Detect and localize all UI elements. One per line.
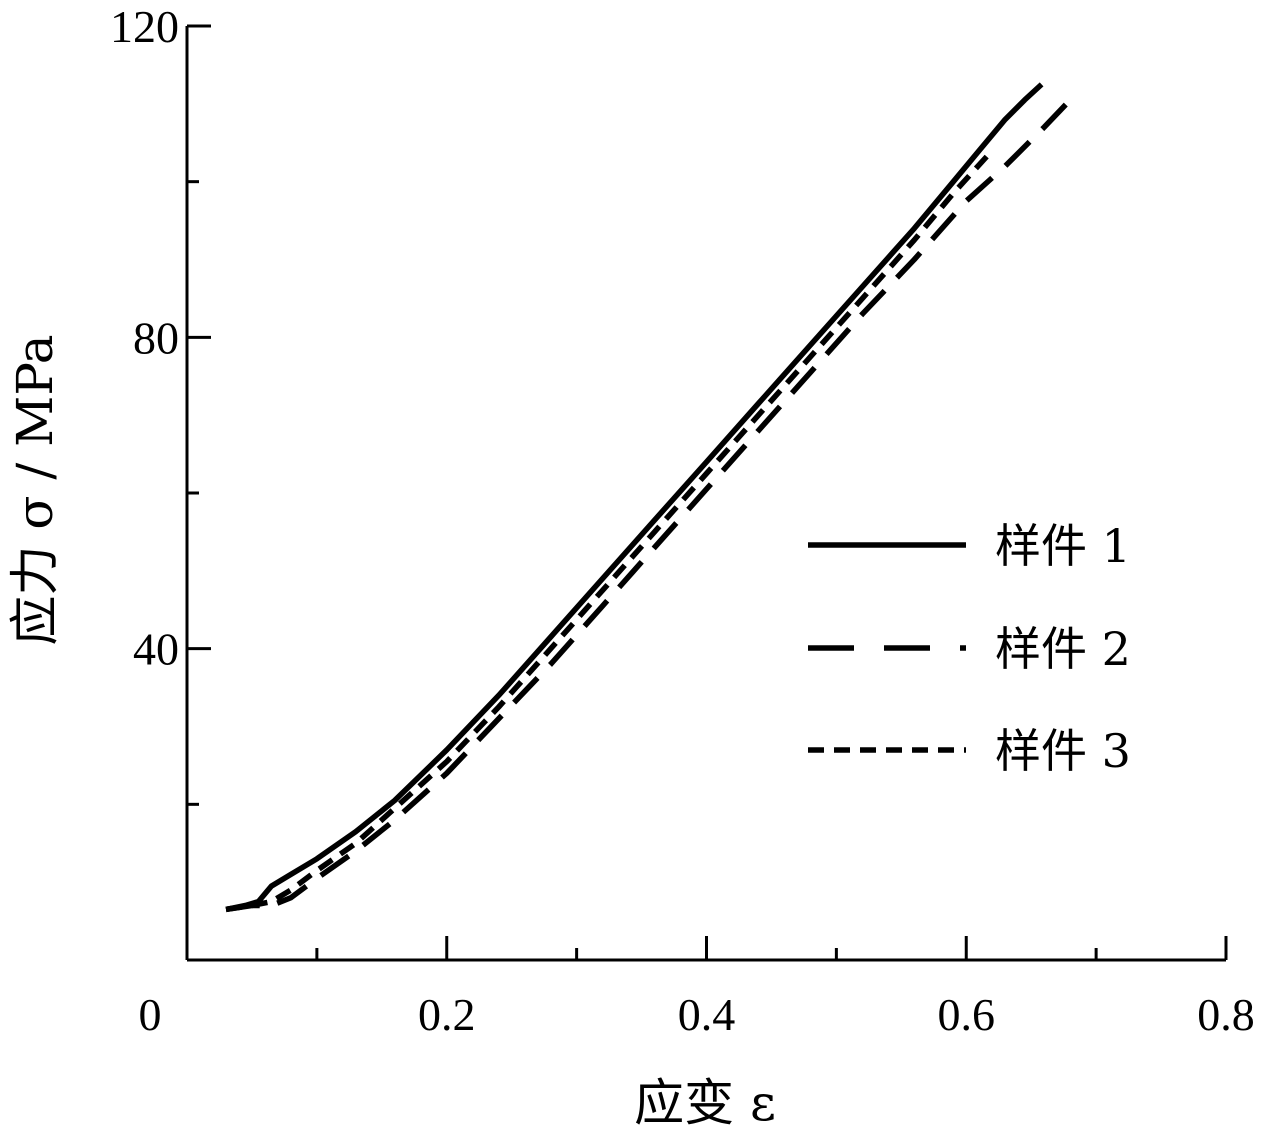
ticks <box>187 24 1228 960</box>
y-tick-label: 80 <box>133 312 179 363</box>
legend-label-2: 样件 2 <box>995 622 1131 676</box>
y-axis-title: 应力 σ / MPa <box>6 334 64 645</box>
series-line-2 <box>225 98 1073 913</box>
x-axis-title: 应变 ε <box>634 1074 776 1130</box>
y-tick-label: 120 <box>110 1 179 52</box>
x-tick-label: 0 <box>139 989 162 1040</box>
x-tick-label: 0.8 <box>1197 989 1255 1040</box>
x-tick-label: 0.2 <box>418 989 476 1040</box>
x-tick-label: 0.6 <box>938 989 996 1040</box>
series-group <box>225 82 1073 913</box>
legend-label-1: 样件 1 <box>995 519 1131 573</box>
legend: 样件 1 样件 2 样件 3 <box>808 519 1131 778</box>
x-tick-label: 0.4 <box>678 989 736 1040</box>
tick-labels: 0 0.2 0.4 0.6 0.8 40 80 120 <box>110 1 1255 1040</box>
series-line-3 <box>225 148 995 913</box>
y-tick-label: 40 <box>133 624 179 675</box>
series-line-1 <box>225 82 1044 913</box>
legend-label-3: 样件 3 <box>995 724 1131 778</box>
